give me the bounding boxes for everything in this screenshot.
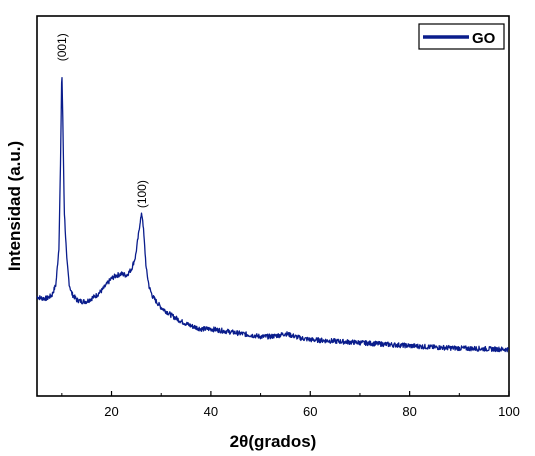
series-line-go xyxy=(36,77,510,353)
x-axis-title: 2θ(grados) xyxy=(230,432,317,451)
x-tick-label: 100 xyxy=(498,404,520,419)
peak-annotations: (001) (100) xyxy=(55,33,149,208)
x-tick-label: 20 xyxy=(104,404,118,419)
peak-label: (001) xyxy=(55,33,69,61)
x-tick-label: 80 xyxy=(402,404,416,419)
y-axis-title: Intensidad (a.u.) xyxy=(5,141,24,271)
legend: GO xyxy=(418,23,505,50)
x-tick-label: 40 xyxy=(204,404,218,419)
plot-frame xyxy=(36,15,510,397)
peak-label: (100) xyxy=(135,180,149,208)
legend-label-go: GO xyxy=(472,30,496,47)
x-axis-ticks: 20 40 60 80 100 xyxy=(61,391,520,419)
x-tick-label: 60 xyxy=(303,404,317,419)
